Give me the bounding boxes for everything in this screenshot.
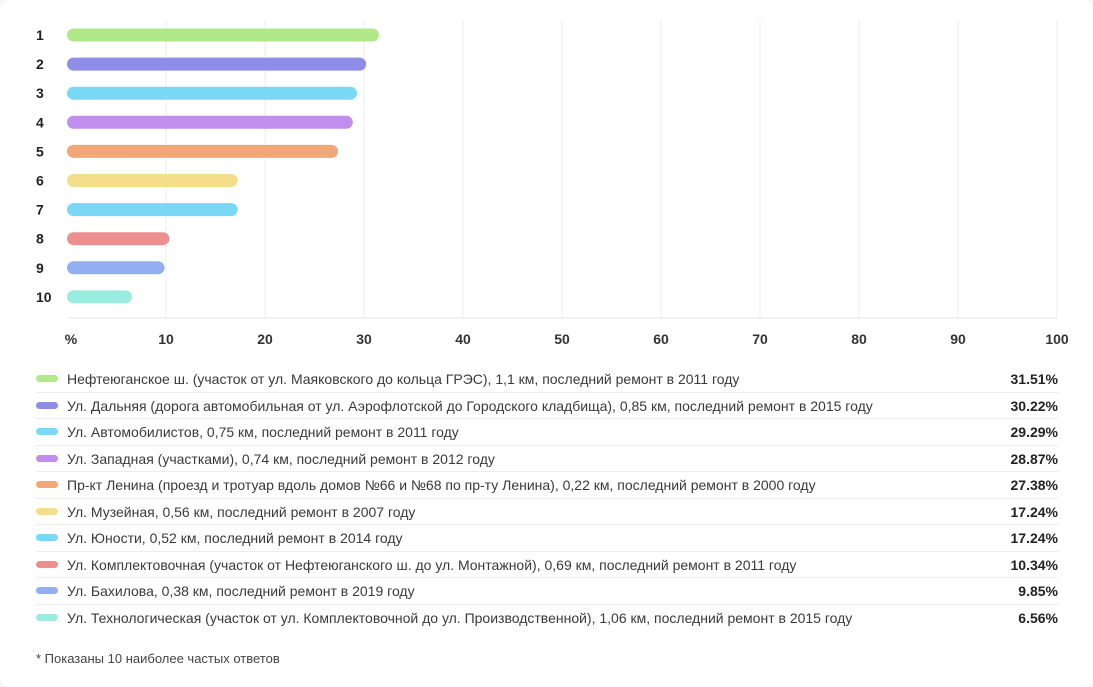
legend-label: Ул. Юности, 0,52 км, последний ремонт в … — [67, 530, 403, 546]
category-label: 7 — [36, 202, 44, 218]
legend-row: Ул. Автомобилистов, 0,75 км, последний р… — [36, 419, 1058, 446]
category-label: 2 — [36, 56, 44, 72]
legend-value: 17.24% — [1010, 530, 1058, 546]
bar — [67, 86, 357, 100]
legend-value: 6.56% — [1018, 609, 1058, 626]
legend-swatch — [36, 560, 58, 568]
legend-value: 10.34% — [1010, 556, 1058, 573]
category-label: 5 — [36, 143, 44, 159]
x-tick-label: 10 — [158, 331, 174, 347]
category-label: 6 — [36, 173, 44, 189]
bar — [67, 57, 367, 71]
legend-swatch — [36, 587, 58, 594]
category-label: 4 — [36, 114, 44, 130]
legend-value: 9.85% — [1018, 583, 1058, 599]
chart-legend: Нефтеюганское ш. (участок от ул. Маяковс… — [36, 366, 1058, 631]
legend-swatch — [36, 507, 58, 515]
x-tick-label: 80 — [851, 331, 867, 347]
bar — [67, 203, 238, 217]
legend-row: Ул. Юности, 0,52 км, последний ремонт в … — [36, 525, 1058, 552]
legend-label: Ул. Комплектовочная (участок от Нефтеюга… — [67, 556, 797, 573]
legend-row: Ул. Бахилова, 0,38 км, последний ремонт … — [36, 578, 1058, 605]
legend-value: 29.29% — [1010, 424, 1058, 440]
x-tick-label: % — [65, 331, 78, 347]
legend-label: Ул. Бахилова, 0,38 км, последний ремонт … — [67, 583, 415, 599]
legend-value: 30.22% — [1010, 397, 1058, 414]
legend-swatch — [36, 401, 58, 409]
legend-row: Нефтеюганское ш. (участок от ул. Маяковс… — [36, 366, 1058, 393]
legend-value: 17.24% — [1010, 503, 1058, 520]
x-tick-label: 70 — [752, 331, 768, 347]
category-label: 1 — [36, 27, 44, 43]
legend-label: Ул. Музейная, 0,56 км, последний ремонт … — [67, 503, 416, 520]
category-label: 8 — [36, 231, 44, 247]
legend-label: Ул. Западная (участками), 0,74 км, после… — [67, 450, 495, 467]
legend-label: Ул. Автомобилистов, 0,75 км, последний р… — [67, 424, 459, 440]
legend-value: 31.51% — [1010, 371, 1058, 387]
bar — [67, 232, 170, 246]
legend-swatch — [36, 534, 58, 541]
legend-value: 27.38% — [1010, 477, 1058, 493]
legend-row: Ул. Комплектовочная (участок от Нефтеюга… — [36, 552, 1058, 578]
x-tick-label: 60 — [653, 331, 669, 347]
legend-row: Ул. Музейная, 0,56 км, последний ремонт … — [36, 499, 1058, 525]
legend-label: Ул. Технологическая (участок от ул. Комп… — [67, 609, 853, 626]
legend-swatch — [36, 375, 58, 382]
legend-swatch — [36, 613, 58, 621]
legend-row: Ул. Дальняя (дорога автомобильная от ул.… — [36, 393, 1058, 419]
legend-label: Пр-кт Ленина (проезд и тротуар вдоль дом… — [67, 477, 816, 493]
footnote: * Показаны 10 наиболее частых ответов — [36, 651, 280, 666]
legend-swatch — [36, 428, 58, 435]
legend-swatch — [36, 454, 58, 462]
legend-label: Нефтеюганское ш. (участок от ул. Маяковс… — [67, 371, 740, 387]
x-tick-label: 100 — [1045, 331, 1069, 347]
bar-chart: % 10 20 30 40 50 60 70 80 90 100 1 2 3 4 5 6 7 8 9 10 — [36, 20, 1069, 347]
bar — [67, 144, 339, 158]
category-label: 9 — [36, 260, 44, 276]
legend-label: Ул. Дальняя (дорога автомобильная от ул.… — [67, 397, 873, 414]
legend-value: 28.87% — [1010, 450, 1058, 467]
bar — [67, 174, 238, 187]
legend-row: Ул. Западная (участками), 0,74 км, после… — [36, 446, 1058, 472]
x-tick-label: 90 — [950, 331, 966, 347]
x-tick-label: 20 — [257, 331, 273, 347]
bar — [67, 28, 379, 42]
legend-row: Пр-кт Ленина (проезд и тротуар вдоль дом… — [36, 472, 1058, 499]
legend-swatch — [36, 481, 58, 488]
bar — [67, 290, 132, 304]
legend-row: Ул. Технологическая (участок от ул. Комп… — [36, 605, 1058, 632]
category-label: 3 — [36, 85, 44, 101]
bar — [67, 115, 353, 129]
bar — [67, 261, 165, 275]
x-tick-label: 40 — [455, 331, 471, 347]
x-tick-label: 30 — [356, 331, 372, 347]
category-label: 10 — [36, 289, 52, 305]
x-tick-label: 50 — [554, 331, 570, 347]
